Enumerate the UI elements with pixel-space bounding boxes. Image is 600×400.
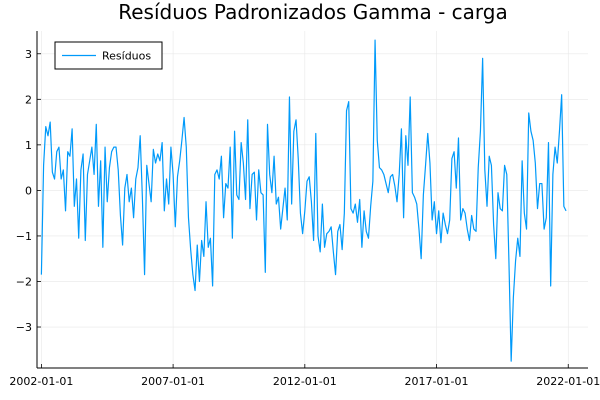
legend: Resíduos — [54, 41, 163, 70]
y-tick-label: 3 — [25, 48, 32, 61]
x-tick-label: 2017-01-01 — [405, 375, 469, 388]
x-tick-label: 2022-01-01 — [536, 375, 600, 388]
y-tick-label: −3 — [16, 321, 32, 334]
x-tick-label: 2002-01-01 — [9, 375, 73, 388]
series-line-residuos — [40, 39, 567, 362]
y-tick-label: −2 — [16, 275, 32, 288]
x-axis-ticks: 2002-01-01 2007-01-01 2012-01-01 2017-01-01… — [9, 364, 600, 388]
x-tick-label: 2007-01-01 — [141, 375, 205, 388]
legend-label: Resíduos — [102, 50, 151, 63]
y-axis-ticks: −3 −2 −1 0 1 2 3 — [16, 48, 41, 334]
axes — [36, 31, 588, 369]
y-tick-label: 2 — [25, 93, 32, 106]
chart-title: Resíduos Padronizados Gamma - carga — [118, 0, 507, 24]
y-tick-label: −1 — [16, 230, 32, 243]
x-tick-label: 2012-01-01 — [273, 375, 337, 388]
y-tick-label: 1 — [25, 139, 32, 152]
series-layer — [40, 39, 567, 362]
y-tick-label: 0 — [25, 184, 32, 197]
